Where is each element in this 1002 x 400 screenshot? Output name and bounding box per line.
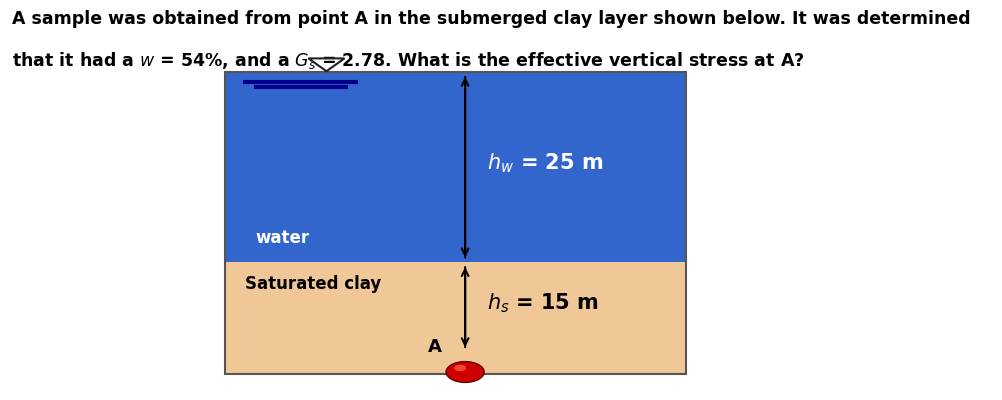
Text: Saturated clay: Saturated clay <box>245 275 382 293</box>
Text: A: A <box>428 338 442 356</box>
Ellipse shape <box>454 365 466 371</box>
Bar <box>225 72 686 262</box>
Text: $\mathit{h_s}$ = 15 m: $\mathit{h_s}$ = 15 m <box>487 291 599 315</box>
Text: that it had a $\mathit{w}$ = 54%, and a $\mathit{G_s}$ = 2.78. What is the effec: that it had a $\mathit{w}$ = 54%, and a … <box>12 50 805 71</box>
Text: water: water <box>256 229 310 247</box>
Bar <box>225 72 686 374</box>
Text: A sample was obtained from point A in the submerged clay layer shown below. It w: A sample was obtained from point A in th… <box>12 10 971 28</box>
Text: $\mathit{h_w}$ = 25 m: $\mathit{h_w}$ = 25 m <box>487 151 603 175</box>
Ellipse shape <box>446 362 484 382</box>
Bar <box>225 262 686 374</box>
